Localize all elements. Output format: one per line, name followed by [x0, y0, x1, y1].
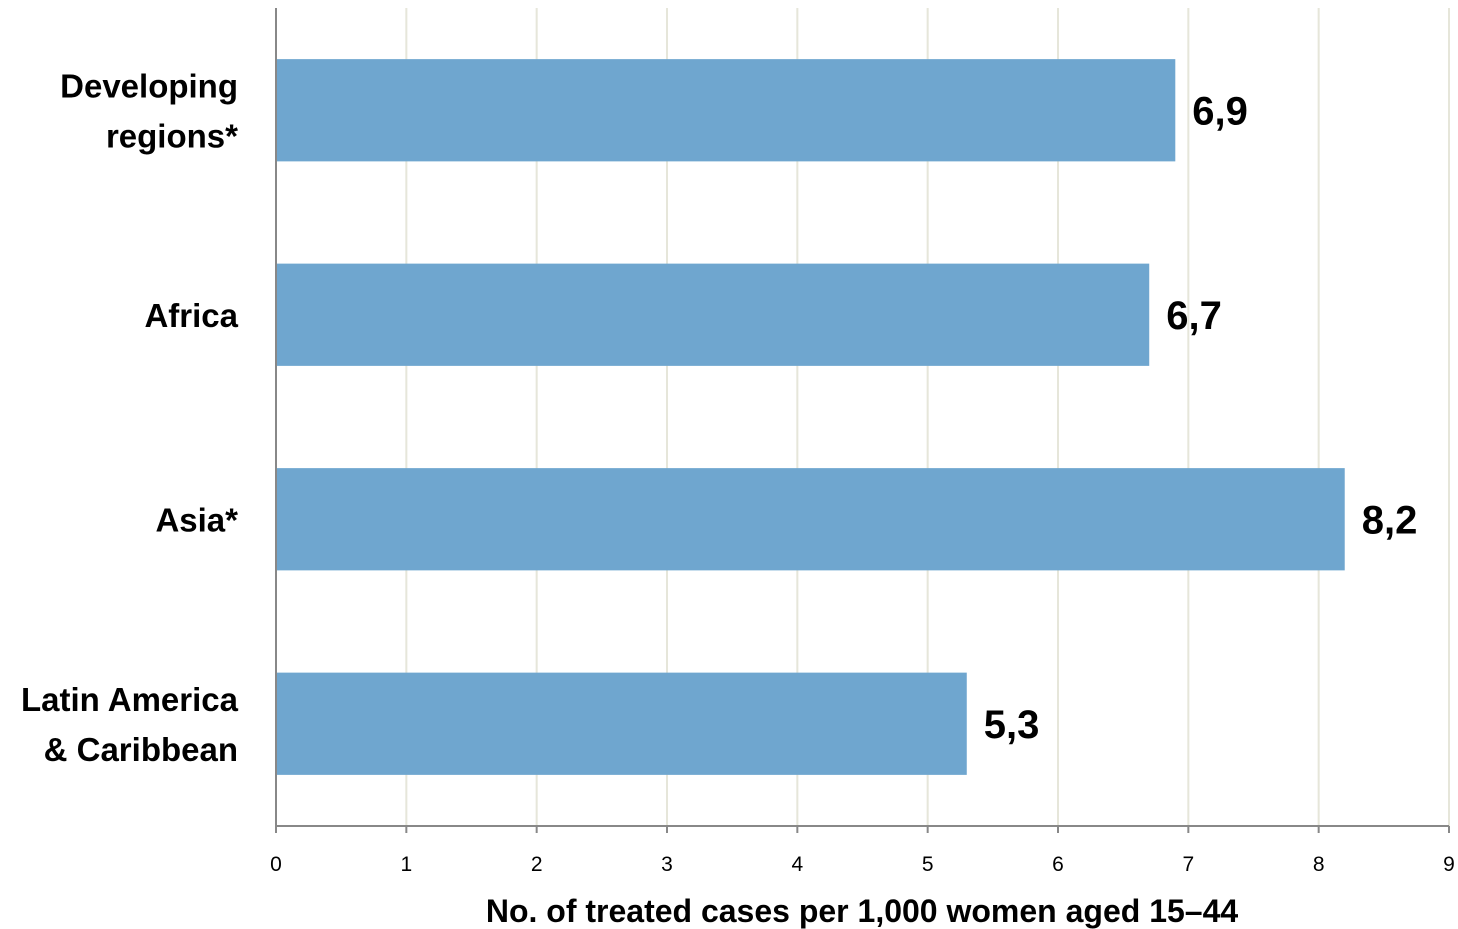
- axes: [275, 8, 1450, 833]
- value-labels: 6,9 6,7 8,2 5,3: [984, 89, 1418, 747]
- category-label-3: Latin America & Caribbean: [21, 681, 239, 768]
- x-tick-label-6: 6: [1052, 853, 1064, 876]
- x-tick-label-7: 7: [1182, 853, 1194, 876]
- x-tick-label-4: 4: [791, 853, 803, 876]
- category-label-0: Developing regions*: [60, 67, 238, 154]
- bar-0: [276, 59, 1176, 162]
- x-tick-labels: 0 1 2 3 4 5 6 7 8 9: [270, 853, 1455, 876]
- x-tick-label-1: 1: [400, 853, 412, 876]
- value-label-3: 5,3: [984, 703, 1040, 747]
- category-label-1: Africa: [144, 297, 238, 334]
- x-tick-label-9: 9: [1443, 853, 1455, 876]
- x-axis-title: No. of treated cases per 1,000 women age…: [486, 893, 1239, 929]
- category-labels: Developing regions* Africa Asia* Latin Ameri…: [21, 67, 239, 768]
- x-tick-label-8: 8: [1313, 853, 1325, 876]
- category-label-line: & Caribbean: [44, 731, 238, 768]
- bar-2: [276, 468, 1345, 571]
- bar-3: [276, 672, 967, 775]
- category-label-line: Latin America: [21, 681, 239, 718]
- category-label-line: Developing: [60, 67, 238, 104]
- x-tick-label-0: 0: [270, 853, 282, 876]
- value-label-0: 6,9: [1192, 89, 1248, 133]
- category-label-line: Asia*: [155, 501, 238, 538]
- x-tick-label-5: 5: [922, 853, 934, 876]
- x-tick-label-3: 3: [661, 853, 673, 876]
- category-label-line: Africa: [144, 297, 238, 334]
- value-label-2: 8,2: [1362, 498, 1418, 542]
- x-tick-label-2: 2: [531, 853, 543, 876]
- category-label-2: Asia*: [155, 501, 238, 538]
- bars: [276, 59, 1345, 775]
- category-label-line: regions*: [106, 117, 238, 154]
- bar-1: [276, 263, 1150, 366]
- value-label-1: 6,7: [1166, 294, 1222, 338]
